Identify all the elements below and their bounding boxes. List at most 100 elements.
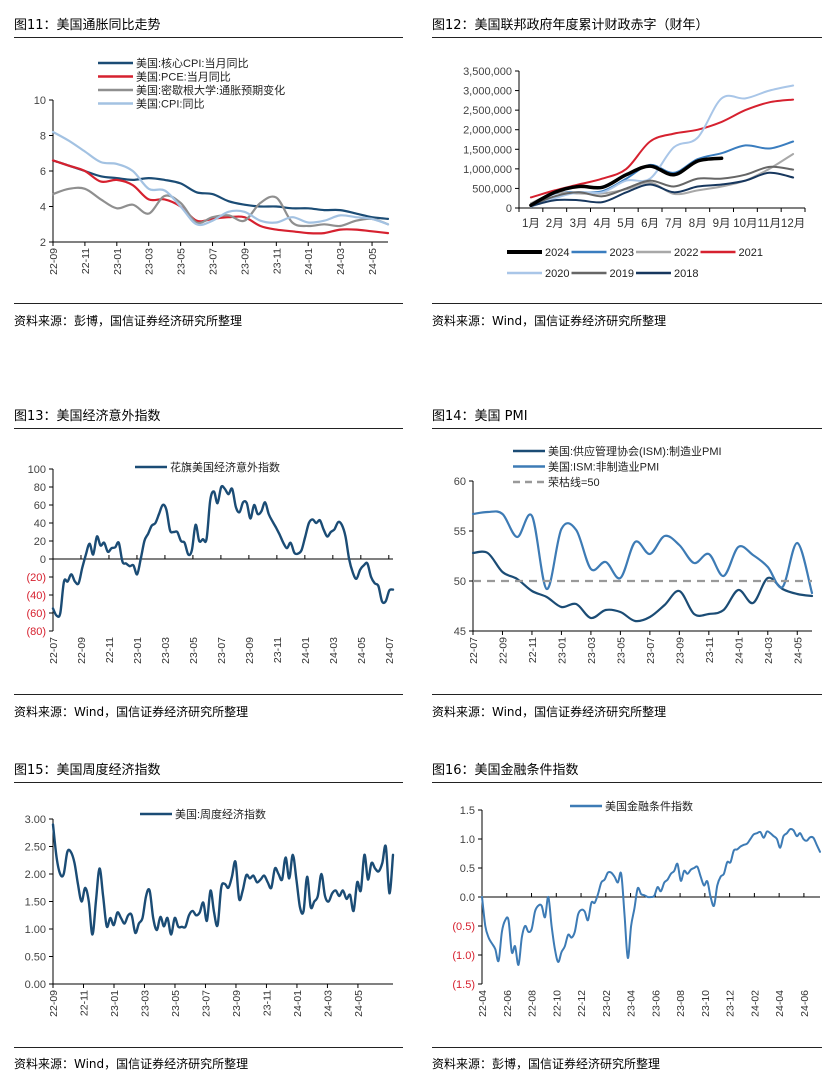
x-tick-label: 22-06	[502, 990, 514, 1017]
x-tick-label: 22-09	[48, 248, 60, 275]
y-tick-label: 2,000,000	[463, 125, 512, 137]
x-tick-label: 24-06	[799, 990, 811, 1017]
legend-label: 美国金融条件指数	[605, 799, 693, 813]
y-tick-label: 45	[454, 626, 466, 638]
divider	[14, 37, 403, 38]
figure-13-title: 图13：美国经济意外指数	[14, 409, 161, 424]
x-tick-label: 24-03	[322, 990, 334, 1017]
y-tick-label: 100	[28, 464, 46, 476]
x-tick-label: 22-09	[76, 637, 88, 664]
x-tick-label: 4月	[593, 218, 611, 230]
x-tick-label: 3月	[570, 218, 588, 230]
figure-11-title: 图11：美国通胀同比走势	[14, 18, 161, 33]
y-tick-label: 80	[34, 482, 46, 494]
x-tick-label: 24-03	[763, 637, 775, 664]
figure-13-source: 资料来源：Wind，国信证券经济研究所整理	[14, 705, 249, 719]
legend-label: 美国:周度经济指数	[175, 807, 266, 821]
series-line-2023	[529, 140, 795, 208]
legend-label: 荣枯线=50	[548, 475, 600, 489]
series-line-2019	[529, 165, 795, 207]
x-tick-label: 23-12	[725, 990, 737, 1017]
x-tick-label: 22-12	[576, 990, 588, 1017]
x-tick-label: 23-01	[112, 248, 124, 275]
x-tick-label: 24-07	[384, 637, 396, 664]
chart-2: 0 500,000 1,000,000 1,500,000 2,000,000 2,500…	[463, 66, 806, 280]
figure-14-title: 图14：美国 PMI	[432, 409, 528, 424]
legend-label: 美国:ISM:非制造业PMI	[548, 460, 659, 474]
legend-label: 美国:PCE:当月同比	[136, 70, 231, 84]
chart-5: 0.00 0.50 1.00 1.50 2.00 2.50 3.00 22-09 22-11 23…	[25, 807, 395, 1017]
x-tick-label: 23-02	[601, 990, 613, 1017]
y-tick-label: 0.50	[25, 952, 46, 964]
divider	[14, 782, 403, 783]
x-tick-label: 24-01	[300, 637, 312, 664]
x-tick-label: 23-11	[704, 637, 716, 663]
y-tick-label: 0.00	[25, 979, 46, 991]
legend: 美国:核心CPI:当月同比美国:PCE:当月同比美国:密歇根大学:通胀预期变化美…	[98, 56, 285, 111]
y-tick-label: 3,500,000	[463, 66, 512, 78]
x-tick-label: 24-02	[749, 990, 761, 1017]
x-tick-label: 24-03	[335, 248, 347, 275]
x-tick-label: 23-08	[675, 990, 687, 1017]
y-tick-label: (80)	[26, 626, 46, 638]
figure-16-source: 资料来源：彭博，国信证券经济研究所整理	[432, 1057, 661, 1071]
x-tick-label: 22-11	[527, 637, 539, 663]
legend-label: 2022	[674, 247, 698, 259]
divider	[432, 782, 822, 783]
x-tick-label: 22-11	[80, 248, 92, 274]
y-tick-label: 50	[454, 576, 466, 588]
y-tick-label: 1.5	[460, 805, 475, 817]
x-tick-label: 22-09	[48, 990, 60, 1017]
divider	[14, 694, 403, 695]
x-tick-label: 23-03	[160, 637, 172, 664]
x-tick-label: 5月	[617, 218, 635, 230]
x-tick-label: 23-01	[132, 637, 144, 664]
legend: 美国金融条件指数	[570, 799, 693, 813]
legend: 花旗美国经济意外指数	[135, 460, 280, 474]
figure-12-source: 资料来源：Wind，国信证券经济研究所整理	[432, 314, 667, 328]
y-tick-label: 2.50	[25, 842, 46, 854]
x-tick-label: 23-05	[615, 637, 627, 664]
figure-15-title: 图15：美国周度经济指数	[14, 763, 161, 778]
legend-label: 美国:密歇根大学:通胀预期变化	[136, 83, 285, 97]
y-tick-label: (40)	[26, 590, 46, 602]
y-tick-label: 8	[40, 131, 46, 143]
x-tick-label: 9月	[713, 218, 731, 230]
x-tick-label: 22-07	[468, 637, 480, 664]
x-tick-label: 22-11	[78, 990, 90, 1016]
legend-label: 2019	[610, 268, 634, 280]
figure-15-source: 资料来源：Wind，国信证券经济研究所整理	[14, 1057, 249, 1071]
series-line-美国:CPI:同比	[51, 130, 390, 227]
x-tick-label: 23-03	[586, 637, 598, 664]
y-tick-label: 20	[34, 536, 46, 548]
y-tick-label: 40	[34, 518, 46, 530]
x-tick-label: 22-08	[527, 990, 539, 1017]
y-tick-label: (1.0)	[452, 950, 475, 962]
y-tick-label: 2.00	[25, 869, 46, 881]
x-tick-label: 23-10	[700, 990, 712, 1017]
x-tick-label: 8月	[689, 218, 707, 230]
legend-label: 美国:核心CPI:当月同比	[136, 56, 248, 70]
divider	[432, 428, 822, 429]
x-tick-label: 24-01	[292, 990, 304, 1017]
series-line-美国:密歇根大学:通胀预期变化	[51, 186, 390, 228]
figure-16-title: 图16：美国金融条件指数	[432, 763, 579, 778]
series-line-花旗美国经济意外指数	[51, 484, 395, 618]
x-tick-label: 1月	[522, 218, 540, 230]
x-tick-label: 22-09	[497, 637, 509, 664]
y-tick-label: (0.5)	[452, 921, 475, 933]
y-tick-label: 500,000	[472, 183, 512, 195]
legend-label: 美国:CPI:同比	[136, 98, 204, 111]
divider	[432, 1047, 822, 1048]
x-tick-label: 12月	[781, 218, 805, 230]
x-tick-label: 6月	[641, 218, 659, 230]
x-tick-label: 23-05	[176, 248, 188, 275]
y-tick-label: (1.5)	[452, 979, 475, 991]
y-tick-label: 0.0	[460, 892, 475, 904]
x-tick-label: 23-05	[170, 990, 182, 1017]
y-tick-label: 60	[34, 500, 46, 512]
y-tick-label: 1,000,000	[463, 164, 512, 176]
x-tick-label: 23-09	[239, 248, 251, 275]
y-tick-label: 2	[40, 237, 46, 249]
